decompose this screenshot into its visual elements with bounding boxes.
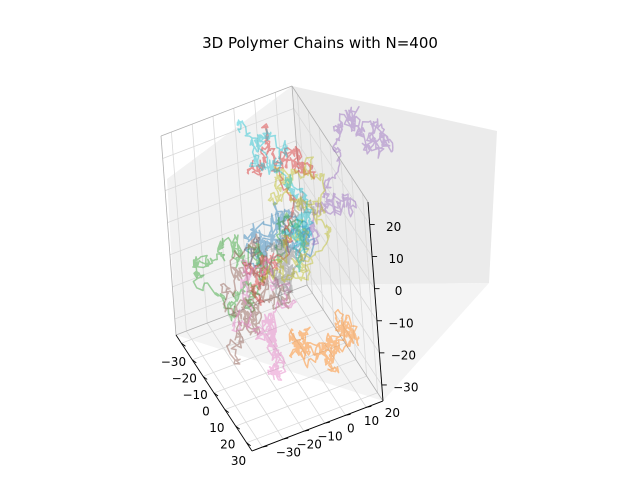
grid-line-z-left <box>169 204 302 256</box>
grid-line-x-back <box>297 94 313 294</box>
grid-line-y-left <box>170 132 187 332</box>
y-tick-mark <box>345 413 351 416</box>
y-tick-mark <box>324 421 330 424</box>
grid-line-x-floor <box>192 309 324 361</box>
grid-line-x-floor <box>224 359 356 410</box>
y-tick-label: 20 <box>385 406 400 420</box>
x-tick-mark <box>235 425 240 430</box>
y-tick-label: 0 <box>347 422 355 436</box>
grid-line-z-left <box>167 172 299 224</box>
y-tick-mark <box>283 437 289 440</box>
z-tick-label: −30 <box>393 380 418 394</box>
pane-edge <box>291 85 308 286</box>
grid-line-z-back <box>293 108 371 225</box>
grid-line-y-floor <box>290 291 367 408</box>
polymer-chain-4 <box>241 123 316 306</box>
x-tick-mark <box>181 342 186 347</box>
grid-line-x-back <box>362 193 378 393</box>
polymer-chain-2 <box>288 308 360 374</box>
grid-line-z-back <box>305 268 383 386</box>
grid-line-z-back <box>303 236 380 354</box>
x-tick-label: −10 <box>182 388 207 402</box>
pane-back <box>292 86 497 285</box>
pane-edge <box>175 284 308 336</box>
x-tick-mark <box>213 392 219 397</box>
polymer-chains <box>192 106 394 381</box>
z-tick-label: 0 <box>395 284 403 298</box>
pane-edge <box>306 284 384 402</box>
polymer-chain-8 <box>264 190 317 307</box>
grid-line-x-back <box>318 127 335 327</box>
pane-edge <box>291 85 369 203</box>
grid-line-y-left <box>233 108 250 308</box>
x-tick-mark <box>192 359 197 364</box>
polymer-chain-10 <box>236 119 314 273</box>
y-tick-mark <box>303 429 310 432</box>
grid-line-z-back <box>295 140 373 257</box>
y-tick-label: −10 <box>317 430 342 444</box>
z-tick-label: −10 <box>388 316 413 330</box>
polymer-chain-1 <box>243 201 316 269</box>
x-tick-label: −20 <box>172 371 197 385</box>
grid-line-z-left <box>164 140 297 191</box>
z-tick-label: 10 <box>388 252 403 266</box>
grid-line-y-left <box>254 100 270 300</box>
polymer-chain-6 <box>219 233 293 365</box>
chart-title: 3D Polymer Chains with N=400 <box>202 34 438 52</box>
x-tick-mark <box>224 409 230 413</box>
pane-left <box>167 86 307 335</box>
pane-floor <box>176 283 489 401</box>
grid-line-y-left <box>212 116 229 316</box>
x-tick-label: 0 <box>202 405 210 419</box>
tick-labels: −30−20−100102030−30−20−1001020−30−20−100… <box>161 220 419 468</box>
grid-line-z-back <box>298 172 375 289</box>
grid-line-x-back <box>307 110 324 310</box>
grid-lines <box>162 92 383 448</box>
x-tick-label: 30 <box>231 454 246 468</box>
x-tick-label: 20 <box>220 438 235 452</box>
grid-line-x-back <box>340 160 357 360</box>
grid-line-x-back <box>351 177 368 377</box>
pane-edge <box>160 135 177 336</box>
grid-line-y-floor <box>186 330 263 448</box>
grid-line-x-floor <box>181 292 313 344</box>
y-tick-mark <box>366 405 372 408</box>
grid-line-x-floor <box>246 392 378 444</box>
x-tick-mark <box>202 376 208 380</box>
grid-line-y-left <box>274 92 291 292</box>
x-tick-label: 10 <box>209 421 224 435</box>
grid-line-z-left <box>162 108 294 159</box>
grid-line-z-left <box>174 268 306 320</box>
grid-line-y-floor <box>248 307 326 424</box>
grid-line-z-back <box>300 204 378 321</box>
y-tick-label: −30 <box>276 446 301 460</box>
polymer-chain-3 <box>192 212 304 322</box>
grid-line-x-back <box>329 143 346 344</box>
pane-edge <box>160 85 293 137</box>
grid-line-y-left <box>191 124 208 324</box>
z-tick-label: −20 <box>391 348 416 362</box>
grid-line-y-floor <box>269 299 346 416</box>
grid-line-z-left <box>172 236 304 288</box>
grid-line-x-floor <box>235 375 367 427</box>
polymer-chain-9 <box>260 156 332 283</box>
grid-line-y-floor <box>227 314 305 432</box>
y-tick-label: 10 <box>364 414 379 428</box>
x-tick-label: −30 <box>161 355 186 369</box>
z-tick-label: 20 <box>386 220 401 234</box>
y-tick-label: −20 <box>297 438 322 452</box>
y-tick-mark <box>262 445 268 448</box>
x-tick-mark <box>246 442 251 447</box>
grid-line-x-floor <box>203 326 335 377</box>
polymer-chain-7 <box>231 257 297 381</box>
z-axis-line <box>367 201 384 402</box>
polymer-chain-5 <box>293 106 394 246</box>
grid-line-x-floor <box>213 342 346 394</box>
grid-line-y-floor <box>206 322 284 440</box>
y-axis-line <box>251 400 384 452</box>
